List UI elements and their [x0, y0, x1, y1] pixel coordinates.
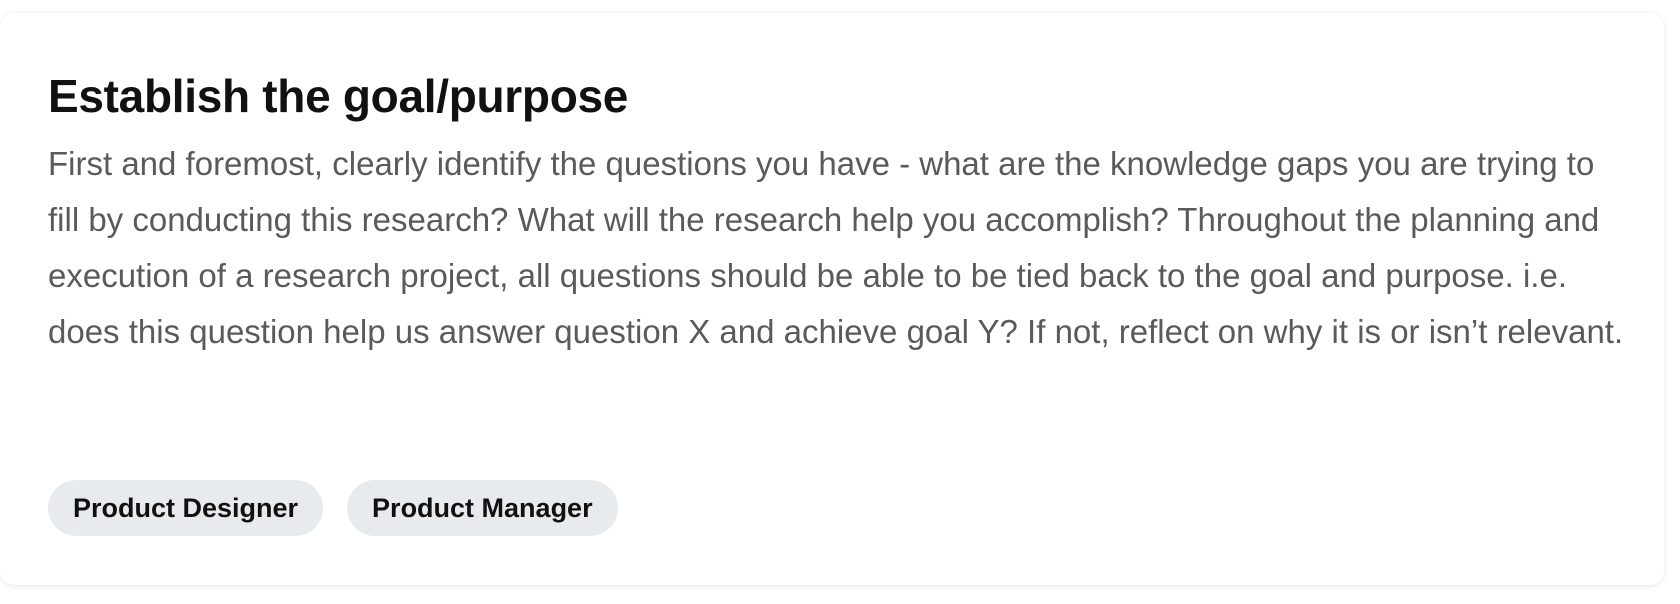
role-tags: Product Designer Product Manager	[48, 480, 618, 536]
card-description: First and foremost, clearly identify the…	[48, 145, 1624, 350]
card-title: Establish the goal/purpose	[48, 70, 629, 122]
research-step-card: Establish the goal/purpose First and for…	[0, 13, 1664, 585]
tag-product-designer[interactable]: Product Designer	[48, 480, 324, 536]
tag-product-manager[interactable]: Product Manager	[347, 480, 618, 536]
